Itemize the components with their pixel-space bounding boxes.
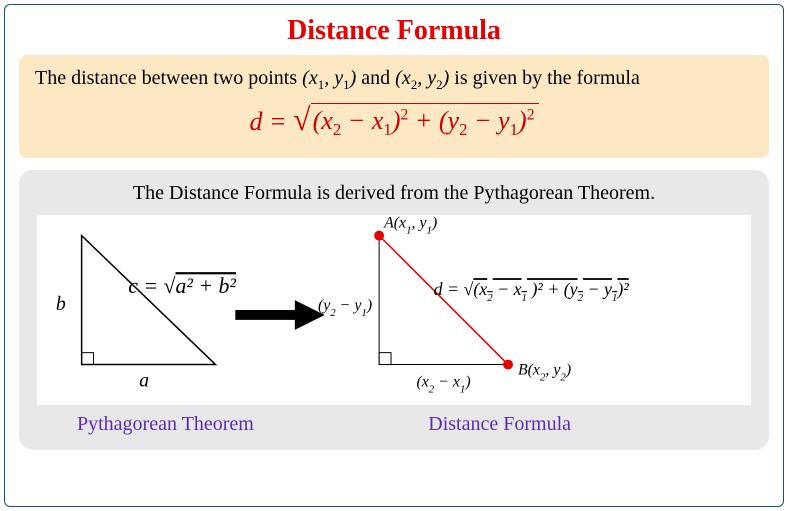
formula-box: The distance between two points (x1, y1)…: [19, 55, 769, 158]
formula-lhs: d =: [249, 107, 293, 136]
diagram-area: a b c = √a² + b² A(x1, y1) B(x2, y2) (x2…: [37, 215, 751, 405]
derivation-box: The Distance Formula is derived from the…: [19, 170, 769, 450]
point-b-marker: [503, 360, 513, 370]
point-a-label: A(x1, y1): [383, 215, 437, 237]
sqrt-expression: √ (x2 − x1)2 + (y2 − y1)2: [293, 103, 538, 140]
formula-description: The distance between two points (x1, y1)…: [35, 67, 753, 93]
label-a: a: [139, 370, 149, 392]
point-b-label: B(x2, y2): [518, 362, 571, 384]
pythag-triangle: [82, 236, 216, 365]
desc-suffix: is given by the formula: [454, 67, 640, 89]
dist-formula-diagram: d = √(x2 − x1 )² + (y2 − y1)²: [434, 279, 630, 304]
derivation-title: The Distance Formula is derived from the…: [37, 182, 751, 205]
point1: (x1, y1): [302, 67, 356, 89]
point2: (x2, y2): [395, 67, 449, 89]
main-container: Distance Formula The distance between tw…: [4, 4, 784, 507]
label-dx: (x2 − x1): [416, 374, 470, 396]
label-dy: (y2 − y1): [318, 297, 372, 319]
distance-formula: d = √ (x2 − x1)2 + (y2 − y1)2: [35, 103, 753, 140]
page-title: Distance Formula: [19, 15, 769, 47]
diagram-labels: Pythagorean Theorem Distance Formula: [37, 413, 751, 436]
point-a-marker: [374, 231, 384, 241]
right-angle-1: [82, 353, 94, 365]
label-b: b: [56, 293, 66, 315]
pythag-formula: c = √a² + b²: [128, 274, 236, 298]
label-distance: Distance Formula: [408, 413, 751, 436]
derivation-diagram: a b c = √a² + b² A(x1, y1) B(x2, y2) (x2…: [37, 215, 751, 405]
desc-mid: and: [361, 67, 395, 89]
right-angle-2: [379, 353, 391, 365]
sqrt-body: (x2 − x1)2 + (y2 − y1)2: [311, 103, 539, 140]
desc-prefix: The distance between two points: [35, 67, 302, 89]
label-pythagorean: Pythagorean Theorem: [37, 413, 408, 436]
sqrt-icon: √: [293, 103, 311, 135]
